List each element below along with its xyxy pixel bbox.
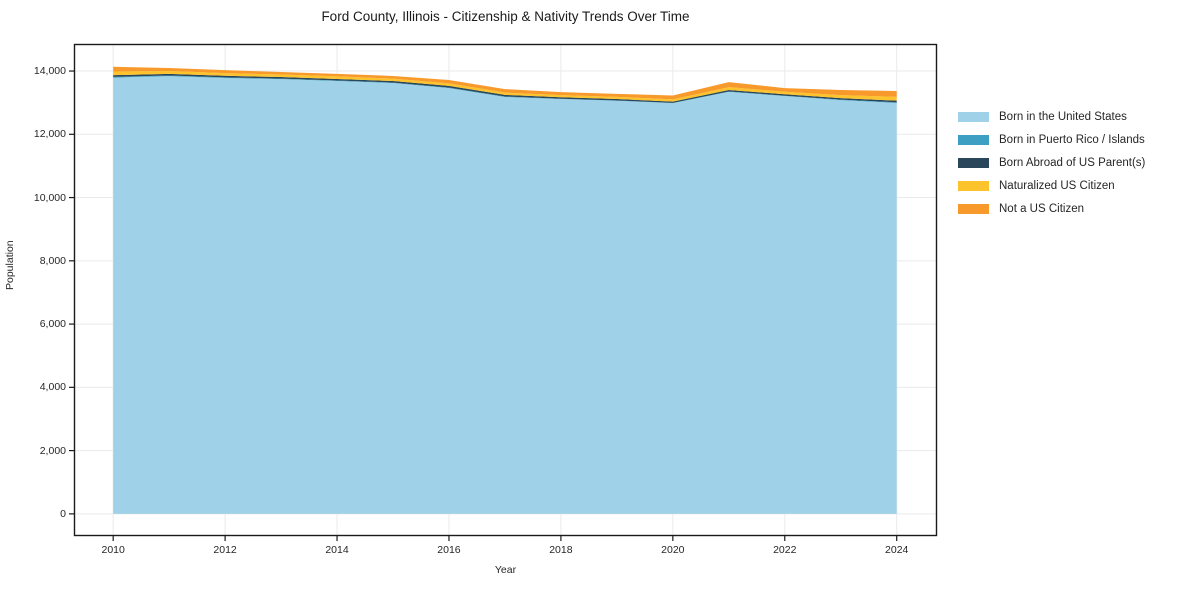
- plot-border: [73, 43, 938, 537]
- y-tick-label: 6,000: [39, 318, 66, 331]
- y-axis-title: Population: [4, 240, 16, 290]
- legend-label: Born in the United States: [999, 110, 1127, 123]
- legend-label: Born in Puerto Rico / Islands: [999, 133, 1145, 146]
- legend-item-born-us: Born in the United States: [958, 105, 1145, 128]
- stacked-area-plot: [69, 43, 938, 541]
- legend-item-born-abroad: Born Abroad of US Parent(s): [958, 151, 1145, 174]
- y-tick-label: 4,000: [39, 381, 66, 394]
- legend-swatch-born-us: [958, 111, 989, 122]
- y-tick-label: 0: [60, 507, 66, 520]
- x-tick-label: 2014: [325, 544, 349, 556]
- plot-area: [69, 43, 938, 541]
- chart-legend: Born in the United States Born in Puerto…: [958, 105, 1145, 220]
- x-tick-label: 2018: [549, 544, 573, 556]
- legend-label: Not a US Citizen: [999, 202, 1085, 215]
- legend-item-naturalized: Naturalized US Citizen: [958, 174, 1145, 197]
- y-tick-label: 10,000: [33, 191, 66, 204]
- legend-item-not-citizen: Not a US Citizen: [958, 197, 1145, 220]
- x-tick-label: 2016: [437, 544, 461, 556]
- y-tick-label: 12,000: [33, 128, 66, 141]
- x-axis-title: Year: [494, 564, 517, 576]
- y-tick-label: 14,000: [33, 65, 66, 78]
- x-tick-label: 2010: [101, 544, 125, 556]
- y-tick-label: 2,000: [39, 444, 66, 457]
- x-tick-label: 2020: [661, 544, 685, 556]
- legend-item-puerto-rico: Born in Puerto Rico / Islands: [958, 128, 1145, 151]
- y-tick-label: 8,000: [39, 254, 66, 267]
- area-series-0: [113, 76, 897, 514]
- area-series-4: [113, 66, 897, 100]
- legend-swatch-born-abroad: [958, 157, 989, 168]
- legend-swatch-puerto-rico: [958, 134, 989, 145]
- x-tick-label: 2012: [213, 544, 237, 556]
- legend-swatch-not-citizen: [958, 203, 989, 214]
- x-tick-label: 2024: [885, 544, 909, 556]
- legend-swatch-naturalized: [958, 180, 989, 191]
- x-tick-label: 2022: [773, 544, 797, 556]
- area-series-3: [113, 71, 897, 102]
- legend-label: Naturalized US Citizen: [999, 179, 1115, 192]
- chart-title: Ford County, Illinois - Citizenship & Na…: [321, 9, 690, 24]
- legend-label: Born Abroad of US Parent(s): [999, 156, 1146, 169]
